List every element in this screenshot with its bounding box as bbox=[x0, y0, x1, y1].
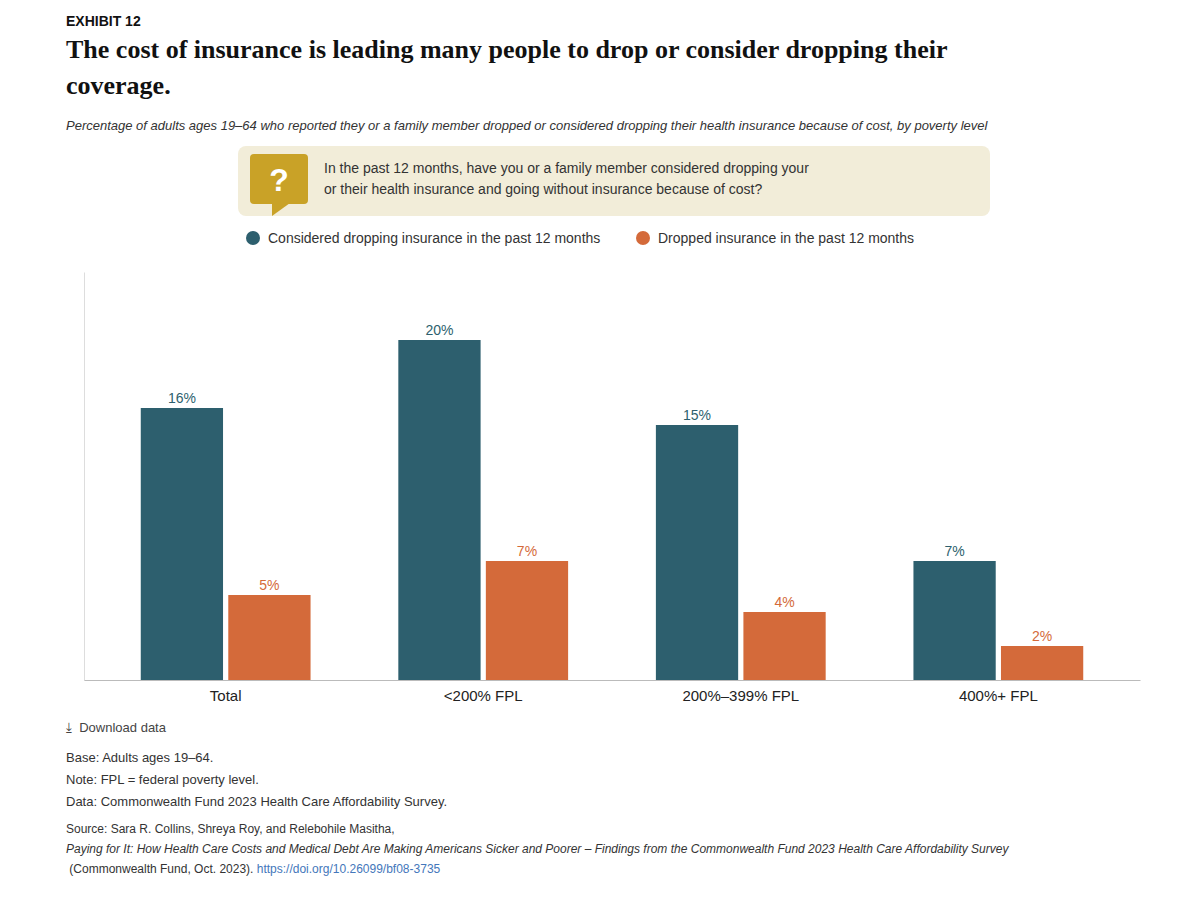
bar bbox=[398, 340, 480, 680]
x-axis: Total <200% FPL 200%–399% FPL 400%+ FPL bbox=[85, 681, 1141, 704]
download-label: ⤓ Download data bbox=[66, 720, 167, 735]
x-tick-label: 200%–399% FPL bbox=[682, 687, 799, 704]
data-label: 4% bbox=[774, 594, 794, 610]
chart: EXHIBIT 12 The cost of insurance is leadi… bbox=[0, 0, 1200, 911]
y-axis-line bbox=[84, 273, 85, 681]
x-tick-label: <200% FPL bbox=[444, 687, 523, 704]
source-title: Paying for It: How Health Care Costs and… bbox=[66, 842, 1009, 856]
question-text: or their health insurance and going with… bbox=[324, 181, 762, 197]
bar bbox=[228, 595, 310, 680]
data-label: 5% bbox=[259, 577, 279, 593]
x-tick-label: 400%+ FPL bbox=[959, 687, 1038, 704]
legend-entry: Considered dropping insurance in the pas… bbox=[268, 230, 600, 246]
data-label: 15% bbox=[683, 407, 711, 423]
note: Note: FPL = federal poverty level. bbox=[66, 772, 259, 787]
bar bbox=[743, 612, 825, 680]
source: Source: Sara R. Collins, Shreya Roy, and… bbox=[66, 822, 398, 836]
question-background bbox=[238, 146, 990, 216]
source-link[interactable]: https://doi.org/10.26099/bf08-3735 bbox=[257, 862, 441, 876]
x-tick: <200% FPL bbox=[444, 687, 523, 704]
note: Data: Commonwealth Fund 2023 Health Care… bbox=[66, 794, 447, 809]
bar bbox=[141, 408, 223, 680]
x-axis-line bbox=[85, 680, 1141, 681]
data-label: 20% bbox=[425, 322, 453, 338]
x-tick-label: Total bbox=[210, 687, 242, 704]
bar bbox=[913, 561, 995, 680]
data-label: 2% bbox=[1032, 628, 1052, 644]
data-label: 7% bbox=[517, 543, 537, 559]
legend-entry: Dropped insurance in the past 12 months bbox=[658, 230, 914, 246]
legend-marker bbox=[636, 231, 650, 245]
legend: Considered dropping insurance in the pas… bbox=[246, 230, 914, 246]
bar bbox=[486, 561, 568, 680]
question-box: ? In the past 12 months, have you or a fa… bbox=[238, 146, 990, 216]
data-labels: 16% 20% 15% 7% 5% 7% 4% 2% bbox=[168, 322, 1052, 644]
data-label: 7% bbox=[944, 543, 964, 559]
question-icon-tail bbox=[272, 203, 290, 216]
legend-marker bbox=[246, 231, 260, 245]
question-text: In the past 12 months, have you or a fam… bbox=[324, 160, 809, 176]
source: (Commonwealth Fund, Oct. 2023). bbox=[66, 862, 257, 876]
bars bbox=[141, 340, 1083, 680]
bar bbox=[1001, 646, 1083, 680]
subtitle: Percentage of adults ages 19–64 who repo… bbox=[66, 118, 988, 133]
bar bbox=[656, 425, 738, 680]
exhibit-label: EXHIBIT 12 bbox=[66, 13, 141, 29]
question-mark: ? bbox=[269, 162, 289, 198]
title: The cost of insurance is leading many pe… bbox=[66, 35, 947, 64]
data-label: 16% bbox=[168, 390, 196, 406]
y-axis bbox=[84, 273, 85, 681]
note: Base: Adults ages 19–64. bbox=[66, 750, 213, 765]
x-tick: Total bbox=[210, 687, 242, 704]
x-tick: 400%+ FPL bbox=[959, 687, 1038, 704]
title: coverage. bbox=[66, 71, 171, 100]
x-tick: 200%–399% FPL bbox=[682, 687, 799, 704]
question-icon bbox=[250, 154, 308, 204]
